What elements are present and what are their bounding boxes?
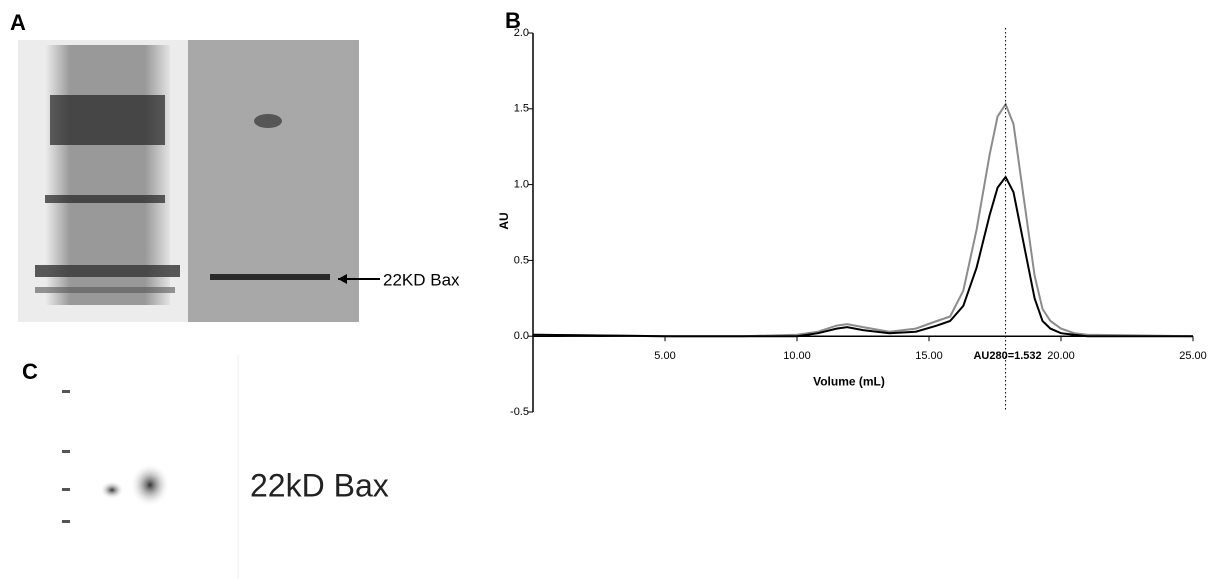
data-line (532, 175, 1193, 338)
x-tick-label: 5.00 (654, 350, 675, 362)
y-tick-label: 0.5 (514, 254, 529, 266)
x-tick-label: 15.00 (915, 350, 943, 362)
gel-image (18, 40, 359, 322)
x-tick-label: 10.00 (783, 350, 811, 362)
blot-image (62, 355, 239, 579)
arrow-head (338, 274, 347, 284)
y-tick-label: 1.5 (514, 103, 529, 115)
annotation: 22KD Bax (383, 270, 460, 289)
marker-label: AU280=1.532 (973, 350, 1041, 362)
panel-label: B (505, 8, 521, 33)
y-tick-label: 1.0 (514, 179, 529, 191)
y-axis-label: AU (497, 212, 511, 229)
y-tick-label: 2.0 (514, 27, 529, 39)
y-tick-label: -0.5 (510, 406, 529, 418)
panel-label: C (22, 359, 38, 384)
x-axis-label: Volume (mL) (813, 374, 885, 388)
annotation: 22kD Bax (250, 467, 389, 503)
y-tick-label: 0.0 (514, 330, 529, 342)
x-tick-label: 20.00 (1047, 350, 1075, 362)
panel-label: A (10, 10, 26, 35)
x-tick-label: 25.00 (1179, 350, 1207, 362)
data-line (532, 102, 1194, 338)
